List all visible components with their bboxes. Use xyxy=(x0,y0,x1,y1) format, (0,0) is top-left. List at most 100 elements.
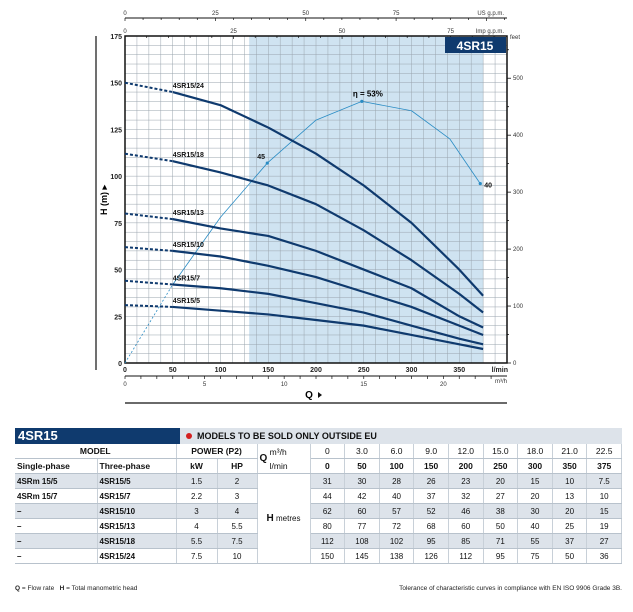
table-row: – 4SR15/18 5.5 7.5 112 108 102 95 85 71 55 37 27 xyxy=(15,533,622,549)
pump-curve xyxy=(172,90,484,297)
head-value: 46 xyxy=(448,503,484,519)
head-value: 36 xyxy=(586,548,622,564)
imp-gpm-tick-label: 50 xyxy=(339,29,346,35)
head-value: 23 xyxy=(448,473,484,489)
imp-gpm-tick-label: 0 xyxy=(123,29,127,35)
head-value: 7.5 xyxy=(586,473,622,489)
footer-legend: Q = Flow rate H = Total manometric head xyxy=(15,585,138,592)
head-value: 52 xyxy=(413,503,449,519)
head-value: 112 xyxy=(310,533,346,549)
feet-tick-label: 100 xyxy=(513,304,524,310)
q-m3h-2: 6.0 xyxy=(379,444,415,459)
three-phase-header: Three-phase xyxy=(97,458,177,474)
head-value: 42 xyxy=(344,488,380,504)
m3h-tick-label: 5 xyxy=(203,382,207,388)
y-tick-label: 125 xyxy=(110,127,122,134)
curve-label: 4SR15/18 xyxy=(173,152,204,159)
us-gpm-tick-label: 50 xyxy=(302,11,309,17)
q-m3h-3: 9.0 xyxy=(413,444,449,459)
model-badge xyxy=(445,37,506,53)
power-kw: 1.5 xyxy=(176,473,218,489)
head-value: 27 xyxy=(586,533,622,549)
h-metres-label: H metres xyxy=(257,473,311,564)
head-value: 30 xyxy=(517,503,553,519)
q-lmin-8: 375 xyxy=(586,458,622,474)
q-m3h-6: 18.0 xyxy=(517,444,553,459)
head-value: 37 xyxy=(552,533,588,549)
power-hp: 4 xyxy=(217,503,258,519)
kw-header: kW xyxy=(176,458,218,474)
y-axis-label: H (m) ▸ xyxy=(99,185,109,215)
power-hp: 5.5 xyxy=(217,518,258,534)
y-tick-label: 50 xyxy=(114,268,122,275)
head-value: 25 xyxy=(552,518,588,534)
hp-header: HP xyxy=(217,458,258,474)
power-hp: 3 xyxy=(217,488,258,504)
power-kw: 3 xyxy=(176,503,218,519)
three-phase-model: 4SR15/24 xyxy=(97,548,177,564)
curve-label: 4SR15/13 xyxy=(173,210,204,217)
head-value: 30 xyxy=(344,473,380,489)
head-value: 68 xyxy=(413,518,449,534)
head-value: 40 xyxy=(379,488,415,504)
pump-curve-dashed xyxy=(124,81,173,94)
y-tick-label: 175 xyxy=(110,34,122,41)
head-value: 77 xyxy=(344,518,380,534)
tolerance-note: Tolerance of characteristic curves in co… xyxy=(399,585,622,592)
head-value: 80 xyxy=(310,518,346,534)
head-value: 37 xyxy=(413,488,449,504)
x-tick-label: 350 xyxy=(453,367,465,374)
head-value: 95 xyxy=(413,533,449,549)
pump-curve-dashed xyxy=(124,304,173,308)
imp-gpm-tick-label: 75 xyxy=(447,29,454,35)
head-value: 20 xyxy=(552,503,588,519)
single-phase-model: – xyxy=(15,548,98,564)
pump-curve-dashed xyxy=(124,246,173,252)
pump-curve xyxy=(172,249,484,336)
q-lmin-4: 200 xyxy=(448,458,484,474)
head-value: 75 xyxy=(517,548,553,564)
head-value: 85 xyxy=(448,533,484,549)
red-dot-icon xyxy=(186,433,192,439)
x-tick-label: 50 xyxy=(169,367,177,374)
curve-label: 4SR15/10 xyxy=(173,242,204,249)
single-phase-model: – xyxy=(15,533,98,549)
q-lmin-0: 0 xyxy=(310,458,346,474)
q-lmin-2: 100 xyxy=(379,458,415,474)
x-tick-label: 250 xyxy=(358,367,370,374)
feet-tick-label: 400 xyxy=(513,133,524,139)
table-row: – 4SR15/10 3 4 62 60 57 52 46 38 30 20 15 xyxy=(15,503,622,519)
efficiency-point xyxy=(265,161,269,165)
curve-label: 4SR15/7 xyxy=(173,276,200,283)
single-phase-model: – xyxy=(15,503,98,519)
head-value: 40 xyxy=(517,518,553,534)
efficiency-point xyxy=(478,182,482,186)
head-value: 26 xyxy=(413,473,449,489)
head-value: 15 xyxy=(586,503,622,519)
m3h-tick-label: 20 xyxy=(440,382,447,388)
single-phase-model: 4SRm 15/7 xyxy=(15,488,98,504)
table-row: 4SRm 15/7 4SR15/7 2.2 3 44 42 40 37 32 27 20 13 1… xyxy=(15,488,622,504)
x-tick-label: 200 xyxy=(310,367,322,374)
us-gpm-unit-label: US g.p.m. xyxy=(477,11,504,17)
head-value: 20 xyxy=(517,488,553,504)
feet-tick-label: 200 xyxy=(513,247,524,253)
table-row: – 4SR15/24 7.5 10 150 145 138 126 112 95 75 50 36 xyxy=(15,548,622,564)
head-value: 138 xyxy=(379,548,415,564)
pump-curve xyxy=(172,218,484,329)
three-phase-model: 4SR15/13 xyxy=(97,518,177,534)
efficiency-curve-dashed xyxy=(124,284,174,364)
feet-tick-label: 0 xyxy=(513,361,517,367)
q-m3h-0: 0 xyxy=(310,444,346,459)
three-phase-model: 4SR15/10 xyxy=(97,503,177,519)
head-value: 20 xyxy=(483,473,519,489)
m3h-tick-label: 15 xyxy=(360,382,367,388)
head-value: 145 xyxy=(344,548,380,564)
head-value: 60 xyxy=(448,518,484,534)
head-value: 112 xyxy=(448,548,484,564)
q-m3h-5: 15.0 xyxy=(483,444,519,459)
power-kw: 2.2 xyxy=(176,488,218,504)
arrow-right-icon xyxy=(318,392,322,398)
q-m3h-7: 21.0 xyxy=(552,444,588,459)
